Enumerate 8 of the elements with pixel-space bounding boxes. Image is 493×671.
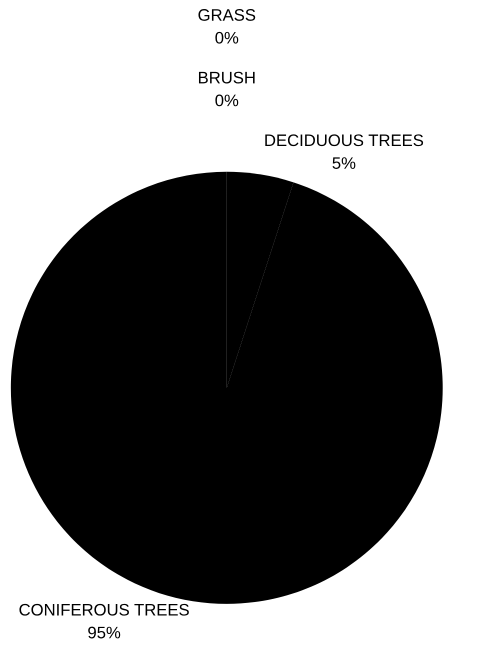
slice-label: DECIDUOUS TREES [265,134,424,146]
data-label: 5% [332,157,356,169]
slice-label: CONIFEROUS TREES [19,604,189,616]
category-label: GRASS [198,9,256,21]
text: 0% [215,32,238,44]
data-label: 95% [88,626,120,638]
text: 0% [215,94,238,106]
category-label: BRUSH [198,72,255,84]
